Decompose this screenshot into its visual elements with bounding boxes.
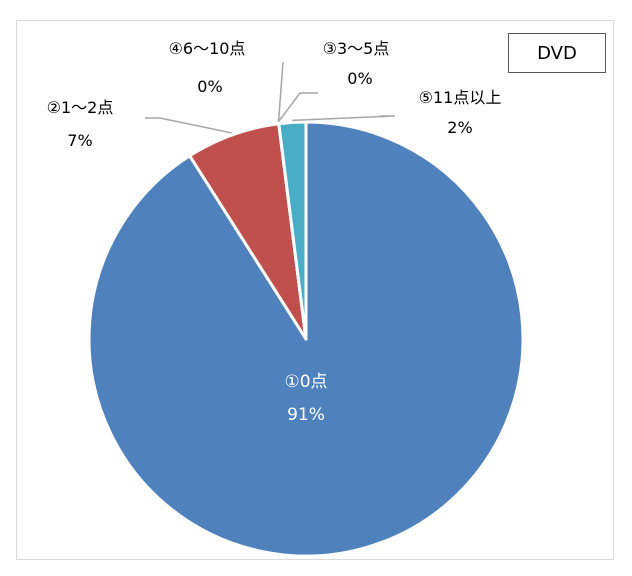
- slice-label-4-category: ⑤11点以上: [419, 88, 502, 107]
- slice-label-0-percent: 91%: [287, 405, 325, 425]
- slice-label-2-percent: 0%: [347, 69, 372, 88]
- pie-slice-4: [277, 120, 308, 341]
- slice-label-2-category: ③3～5点: [323, 39, 390, 58]
- leader-line-1: [145, 117, 232, 134]
- slice-label-1-percent: 7%: [67, 131, 92, 150]
- slice-label-3-percent: 0%: [197, 77, 222, 96]
- slice-label-4-percent: 2%: [447, 118, 472, 137]
- leader-line-4: [292, 115, 396, 122]
- leader-line-3: [277, 61, 284, 122]
- pie-slices: [87, 120, 525, 558]
- chart-tag-label: DVD: [537, 42, 577, 64]
- slice-label-0-category: ①0点: [284, 372, 327, 392]
- leader-lines: [145, 61, 396, 134]
- chart-tag-box: DVD: [508, 33, 606, 73]
- leader-line-2: [277, 92, 318, 123]
- slice-label-3-category: ④6～10点: [169, 39, 246, 58]
- slice-label-1-category: ②1～2点: [47, 98, 114, 117]
